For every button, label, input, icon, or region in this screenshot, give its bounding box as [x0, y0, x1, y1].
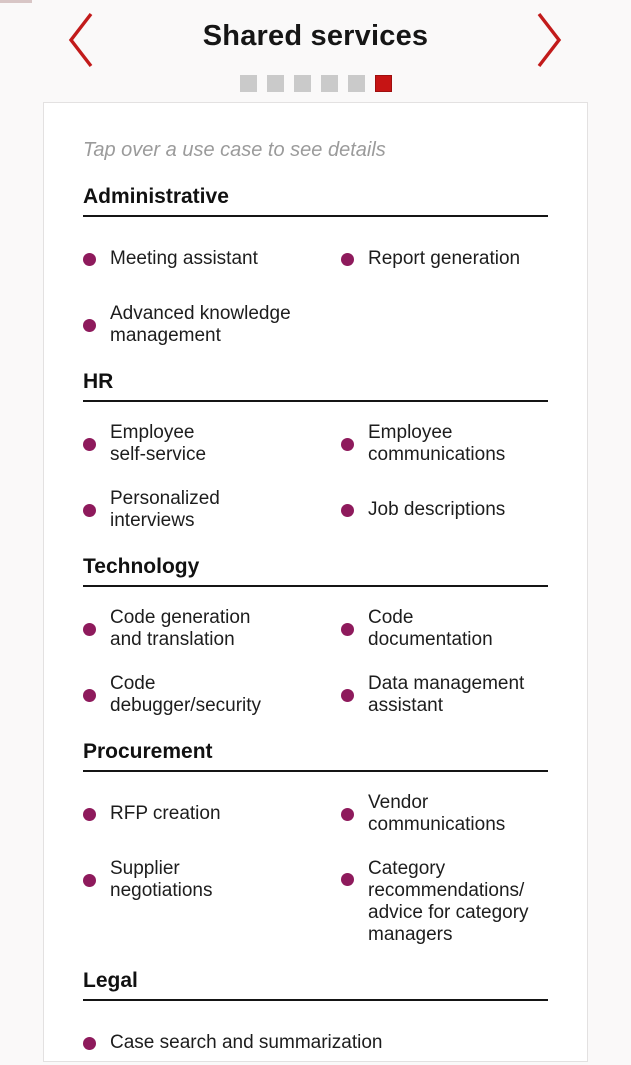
- bullet-icon: [83, 318, 96, 332]
- use-case-label: Code debugger/security: [110, 673, 262, 716]
- pagination-dots: [0, 75, 631, 92]
- bullet-icon: [83, 252, 96, 266]
- use-case-label: Category recommendations/ advice for cat…: [368, 858, 529, 945]
- screen-edge-artifact: [0, 0, 32, 3]
- section-rows-administrative: Meeting assistant Report generation Adva…: [83, 237, 548, 347]
- use-case-label: Personalized interviews: [110, 488, 220, 531]
- use-case-label: RFP creation: [110, 803, 221, 824]
- page-dot-1[interactable]: [239, 75, 257, 92]
- use-case-label: Code documentation: [368, 607, 493, 650]
- bullet-icon: [341, 622, 354, 636]
- carousel-header: Shared services: [0, 0, 631, 92]
- section-title-hr: HR: [83, 369, 548, 402]
- use-case-item[interactable]: Employee self-service: [83, 422, 341, 466]
- use-case-item[interactable]: Code debugger/security: [83, 673, 341, 717]
- use-case-item[interactable]: RFP creation: [83, 792, 341, 836]
- bullet-icon: [83, 503, 96, 517]
- use-case-label: Employee self-service: [110, 422, 207, 465]
- use-case-item[interactable]: Data management assistant: [341, 673, 548, 717]
- use-case-item[interactable]: Advanced knowledge management: [83, 303, 341, 347]
- section-rows-procurement: RFP creation Vendor communications Suppl…: [83, 792, 548, 946]
- use-case-item[interactable]: Case search and summarization: [83, 1021, 548, 1065]
- page-dot-6[interactable]: [374, 75, 392, 92]
- use-case-label: Vendor communications: [368, 792, 506, 835]
- bullet-icon: [341, 873, 354, 886]
- use-case-item[interactable]: Code documentation: [341, 607, 548, 651]
- use-case-label: Data management assistant: [368, 673, 525, 716]
- section-rows-legal: Case search and summarization: [83, 1021, 548, 1065]
- use-case-label: Advanced knowledge management: [110, 303, 291, 346]
- page-title: Shared services: [202, 20, 429, 52]
- page-dot-3[interactable]: [293, 75, 311, 92]
- use-case-item[interactable]: Code generation and translation: [83, 607, 341, 651]
- use-case-label: Employee communications: [368, 422, 506, 465]
- page-dot-4[interactable]: [320, 75, 338, 92]
- use-case-item[interactable]: Vendor communications: [341, 792, 548, 836]
- use-case-item[interactable]: Job descriptions: [341, 488, 548, 532]
- previous-slide-button[interactable]: [65, 10, 99, 70]
- page-dot-2[interactable]: [266, 75, 284, 92]
- chevron-right-icon: [535, 11, 569, 69]
- bullet-icon: [341, 688, 354, 702]
- bullet-icon: [341, 437, 354, 451]
- section-rows-hr: Employee self-service Employee communica…: [83, 422, 548, 532]
- chevron-left-icon: [65, 11, 99, 69]
- use-case-label: Case search and summarization: [110, 1032, 383, 1053]
- use-case-item[interactable]: Category recommendations/ advice for cat…: [341, 858, 548, 946]
- use-case-item[interactable]: Supplier negotiations: [83, 858, 341, 902]
- section-title-technology: Technology: [83, 554, 548, 587]
- bullet-icon: [341, 252, 354, 266]
- use-case-item[interactable]: Personalized interviews: [83, 488, 341, 532]
- page-dot-5[interactable]: [347, 75, 365, 92]
- use-case-label: Supplier negotiations: [110, 858, 213, 901]
- bullet-icon: [83, 1036, 96, 1050]
- bullet-icon: [83, 873, 96, 887]
- bullet-icon: [83, 807, 96, 821]
- bullet-icon: [341, 807, 354, 821]
- section-title-administrative: Administrative: [83, 184, 548, 217]
- use-case-item[interactable]: Report generation: [341, 237, 548, 281]
- bullet-icon: [341, 503, 354, 517]
- use-case-label: Job descriptions: [368, 499, 506, 520]
- bullet-icon: [83, 622, 96, 636]
- use-case-item[interactable]: Employee communications: [341, 422, 548, 466]
- section-rows-technology: Code generation and translation Code doc…: [83, 607, 548, 717]
- use-case-card: Tap over a use case to see details Admin…: [43, 102, 588, 1062]
- bullet-icon: [83, 437, 96, 451]
- use-case-item[interactable]: Meeting assistant: [83, 237, 341, 281]
- use-case-label: Code generation and translation: [110, 607, 251, 650]
- use-case-label: Report generation: [368, 248, 521, 269]
- next-slide-button[interactable]: [535, 10, 569, 70]
- section-title-legal: Legal: [83, 968, 548, 1001]
- tap-hint-text: Tap over a use case to see details: [83, 139, 386, 161]
- section-title-procurement: Procurement: [83, 739, 548, 772]
- bullet-icon: [83, 688, 96, 702]
- use-case-label: Meeting assistant: [110, 248, 258, 269]
